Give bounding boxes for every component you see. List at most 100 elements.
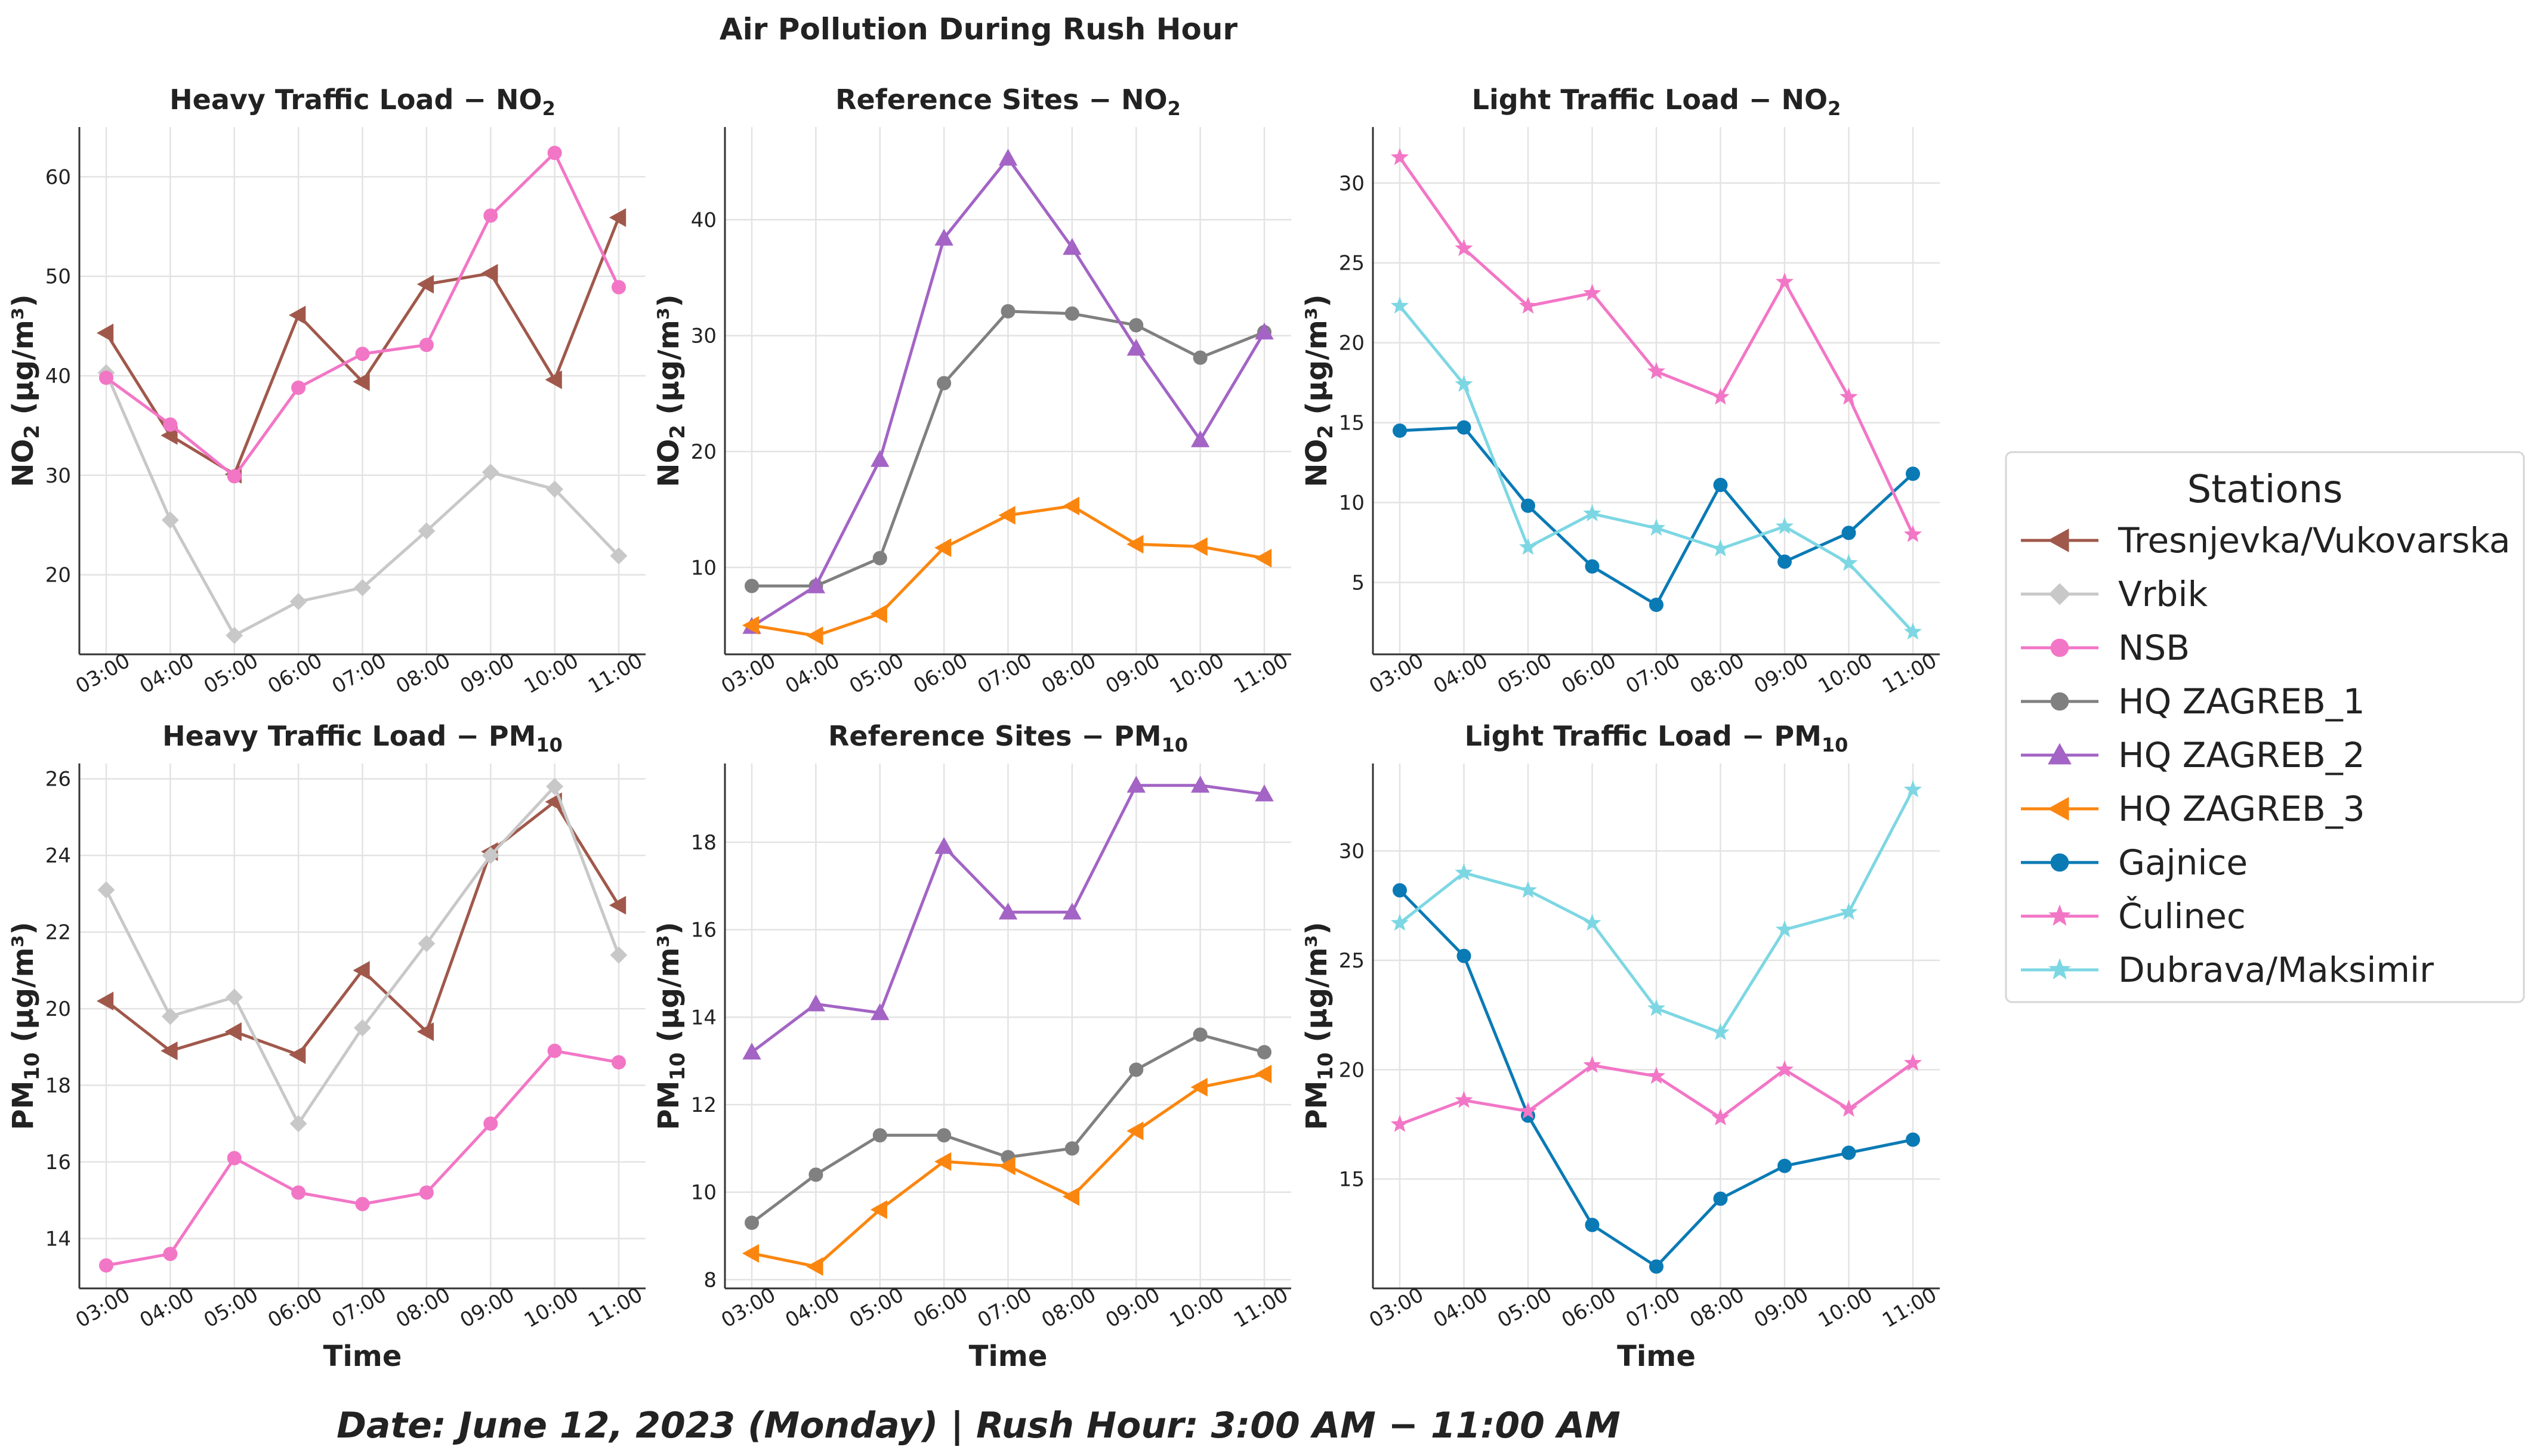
data-point xyxy=(934,538,952,557)
y-tick-label: 60 xyxy=(45,165,71,189)
legend-marker xyxy=(2047,797,2069,821)
y-tick-label: 15 xyxy=(1339,412,1365,435)
data-point xyxy=(1126,339,1146,356)
data-point xyxy=(1455,863,1473,881)
data-point xyxy=(612,1055,626,1070)
data-point xyxy=(1062,1187,1080,1206)
data-point xyxy=(547,1043,562,1058)
data-point xyxy=(1190,775,1210,793)
y-tick-label: 30 xyxy=(1339,172,1365,196)
legend-entry-hq-zagreb-1: HQ ZAGREB_1 xyxy=(2021,681,2365,722)
data-point xyxy=(419,338,434,353)
figure-footer: Date: June 12, 2023 (Monday) | Rush Hour… xyxy=(337,1405,1621,1446)
data-point xyxy=(1775,272,1794,290)
data-point xyxy=(1393,883,1407,898)
data-point xyxy=(806,994,826,1012)
series-culinec xyxy=(1390,1053,1922,1132)
data-point xyxy=(1001,304,1016,319)
legend-box xyxy=(2005,451,2525,1003)
data-point xyxy=(998,149,1018,166)
y-tick-label: 12 xyxy=(691,1093,717,1117)
series-hq-zagreb-3 xyxy=(742,1064,1272,1276)
data-point xyxy=(1393,423,1407,438)
data-point xyxy=(934,837,953,854)
y-tick-label: 26 xyxy=(45,768,71,792)
y-tick-label: 14 xyxy=(691,1006,717,1030)
data-point xyxy=(96,991,114,1010)
data-point xyxy=(742,1042,761,1060)
data-point xyxy=(745,1216,759,1230)
legend-entry-gajnice: Gajnice xyxy=(2021,842,2248,883)
data-point xyxy=(1190,1077,1208,1097)
legend-entry-vrbik: Vrbik xyxy=(2021,574,2208,614)
data-point xyxy=(1903,622,1922,640)
legend-title: Stations xyxy=(2187,468,2343,512)
data-point xyxy=(1193,350,1208,365)
legend-label: Dubrava/Maksimir xyxy=(2118,950,2434,990)
data-point xyxy=(871,1003,890,1021)
data-point xyxy=(482,846,499,864)
data-point xyxy=(742,1244,760,1263)
data-point xyxy=(612,280,626,295)
legend-marker xyxy=(2048,958,2071,979)
y-tick-label: 14 xyxy=(45,1227,71,1251)
data-point xyxy=(163,1247,178,1262)
data-point xyxy=(1455,1090,1473,1108)
y-tick-label: 5 xyxy=(1351,571,1365,595)
series-nsb xyxy=(99,1043,626,1273)
chart-title: Reference Sites − NO2 xyxy=(835,84,1181,120)
series-hq-zagreb-2 xyxy=(742,775,1274,1060)
data-point xyxy=(1190,537,1208,557)
data-point xyxy=(1255,322,1274,340)
data-point xyxy=(1129,1062,1144,1077)
data-point xyxy=(609,895,626,915)
series-nsb xyxy=(99,146,626,484)
data-point xyxy=(610,946,628,964)
data-point xyxy=(745,579,759,593)
data-point xyxy=(227,469,242,484)
y-tick-label: 18 xyxy=(45,1074,71,1098)
data-point xyxy=(1390,1115,1409,1132)
data-point xyxy=(1840,387,1858,405)
data-point xyxy=(1193,1027,1208,1042)
data-point xyxy=(872,551,887,565)
legend-label: Tresnjevka/Vukovarska xyxy=(2118,520,2510,561)
data-point xyxy=(96,323,114,342)
data-point xyxy=(808,1167,823,1182)
data-point xyxy=(1649,1259,1663,1274)
data-point xyxy=(161,1007,179,1025)
y-tick-label: 10 xyxy=(691,556,717,580)
legend-entry-hq-zagreb-3: HQ ZAGREB_3 xyxy=(2021,789,2365,829)
legend-label: HQ ZAGREB_1 xyxy=(2118,681,2365,722)
data-point xyxy=(1455,375,1473,392)
chart-title: Heavy Traffic Load − NO2 xyxy=(169,84,555,120)
data-point xyxy=(545,370,562,389)
y-tick-label: 30 xyxy=(1339,840,1365,864)
data-point xyxy=(291,1185,306,1200)
y-tick-label: 20 xyxy=(45,564,71,588)
y-tick-label: 18 xyxy=(691,831,717,855)
data-point xyxy=(1583,913,1601,931)
data-point xyxy=(934,1152,952,1171)
data-point xyxy=(161,1041,178,1061)
legend-entry-tresnjevka-vukovarska: Tresnjevka/Vukovarska xyxy=(2021,520,2510,561)
data-point xyxy=(1190,430,1210,447)
data-point xyxy=(97,881,115,899)
figure-title: Air Pollution During Rush Hour xyxy=(720,12,1238,47)
series-gajnice xyxy=(1393,883,1920,1274)
data-point xyxy=(483,1116,498,1131)
series-dubrava-maksimir xyxy=(1390,780,1922,1040)
data-point xyxy=(547,146,562,160)
data-point xyxy=(1711,387,1730,405)
data-point xyxy=(937,376,952,391)
chart-title: Light Traffic Load − PM10 xyxy=(1465,720,1848,756)
data-point xyxy=(353,961,370,980)
data-point xyxy=(1775,920,1794,938)
legend-label: HQ ZAGREB_2 xyxy=(2118,735,2365,775)
legend-marker xyxy=(2048,583,2071,605)
data-point xyxy=(871,450,890,467)
data-point xyxy=(1126,534,1144,554)
series-dubrava-maksimir xyxy=(1390,296,1922,640)
